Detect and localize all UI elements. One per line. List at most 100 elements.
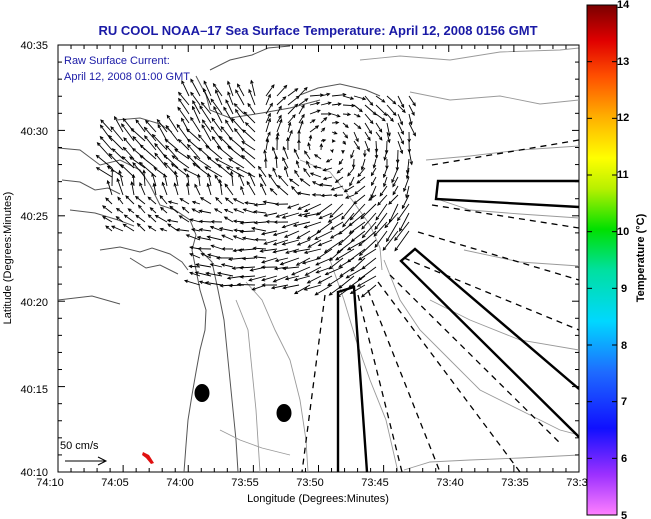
current-vector	[135, 119, 146, 133]
current-vector	[263, 149, 267, 160]
x-tick-label: 73:35	[501, 477, 529, 489]
current-vector	[179, 198, 190, 205]
current-vector	[157, 123, 168, 142]
current-vector	[286, 136, 290, 151]
x-tick-label: 74:00	[166, 477, 194, 489]
current-vector	[295, 160, 300, 169]
current-vector	[309, 109, 321, 115]
current-vector	[311, 193, 322, 197]
current-vector	[370, 167, 377, 177]
current-vector	[306, 275, 322, 284]
current-vector	[241, 154, 256, 169]
current-vector	[228, 257, 245, 261]
current-vector	[270, 284, 289, 290]
current-vector	[177, 106, 190, 124]
current-vector	[318, 183, 333, 187]
current-vector	[276, 118, 283, 133]
current-vector	[167, 200, 179, 205]
current-vector	[309, 101, 321, 106]
current-vector	[291, 266, 311, 276]
current-vector	[166, 218, 179, 223]
current-vector	[203, 87, 212, 106]
current-vector	[206, 182, 212, 196]
current-vector	[283, 230, 300, 238]
current-vector-field	[95, 78, 416, 298]
current-vector	[299, 178, 311, 187]
current-vector	[298, 119, 304, 133]
current-vector	[341, 149, 345, 155]
current-vector	[161, 181, 168, 196]
current-vector	[309, 119, 316, 124]
current-vector	[139, 182, 146, 196]
current-vector	[292, 221, 311, 228]
current-vector	[191, 105, 201, 124]
current-vector	[117, 196, 124, 205]
current-vector	[142, 169, 146, 187]
current-vector	[341, 203, 355, 220]
current-vector	[298, 104, 305, 115]
current-vector	[122, 223, 135, 232]
current-vector	[320, 138, 327, 143]
current-vector	[227, 91, 234, 106]
current-vector	[237, 83, 245, 97]
current-vector	[199, 105, 212, 124]
current-vector	[349, 284, 366, 295]
current-vector	[211, 117, 223, 133]
current-vector	[224, 183, 234, 196]
current-vector	[364, 104, 377, 116]
current-vector	[183, 168, 201, 178]
current-vector	[110, 126, 124, 142]
current-vector	[375, 104, 388, 117]
current-vector	[272, 275, 289, 283]
current-vector	[382, 167, 388, 179]
current-vector	[243, 111, 256, 124]
current-vector	[198, 280, 212, 286]
current-vector	[353, 194, 366, 205]
current-vector	[331, 102, 342, 106]
current-vector	[354, 185, 366, 195]
x-tick-label: 73:45	[361, 477, 389, 489]
current-vector	[203, 80, 212, 97]
current-vector	[120, 163, 135, 178]
current-vector	[197, 246, 212, 251]
current-vector	[163, 173, 168, 187]
current-vector	[364, 113, 374, 125]
y-tick-label: 40:25	[20, 211, 48, 223]
current-vector	[139, 144, 157, 160]
current-vector	[364, 140, 370, 153]
current-vector	[331, 113, 341, 118]
colorbar	[586, 4, 618, 516]
current-vector	[331, 93, 347, 97]
current-vector	[198, 219, 212, 224]
current-vector	[127, 208, 135, 214]
x-tick-label: 73:55	[231, 477, 259, 489]
current-vector	[223, 216, 234, 223]
current-vector	[196, 235, 212, 241]
current-vector	[334, 176, 344, 184]
current-vector	[105, 197, 113, 205]
current-vector	[105, 225, 113, 232]
current-vector	[408, 113, 413, 126]
current-vector	[353, 104, 363, 113]
current-vector	[293, 275, 311, 282]
current-vector	[235, 89, 245, 106]
current-vector	[99, 135, 113, 151]
current-vector	[349, 176, 355, 187]
current-vector	[297, 138, 301, 151]
current-vector	[397, 113, 403, 126]
current-vector	[144, 135, 157, 151]
current-vector	[307, 142, 311, 151]
current-vector	[228, 158, 245, 169]
current-vector	[253, 255, 267, 259]
current-vector	[295, 257, 311, 266]
current-vector	[147, 214, 157, 223]
current-vector	[169, 205, 179, 214]
current-vector	[405, 185, 410, 199]
current-vector	[392, 176, 399, 188]
current-vector	[364, 131, 371, 141]
current-vector	[291, 185, 300, 196]
current-vector	[325, 158, 333, 163]
current-vector	[118, 169, 124, 187]
current-vector	[220, 263, 234, 268]
